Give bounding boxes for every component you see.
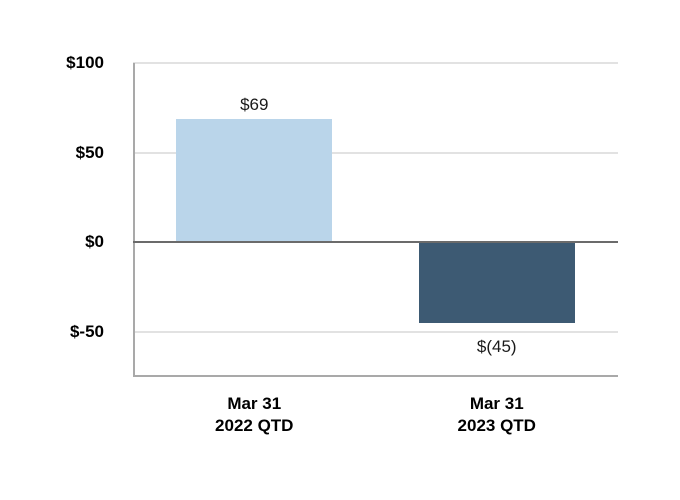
- bar: [176, 118, 333, 243]
- y-tick-label: $50: [75, 142, 104, 162]
- x-category-label: Mar 31 2022 QTD: [169, 393, 339, 437]
- gridline: [133, 62, 618, 64]
- bar: [418, 242, 575, 324]
- gridline: [133, 151, 618, 154]
- x-category-label-line: Mar 31: [227, 394, 282, 413]
- y-axis-line: [133, 63, 135, 377]
- y-tick-label: $-50: [69, 322, 104, 342]
- bar-value-label: $(45): [476, 337, 517, 357]
- x-category-label: Mar 31 2023 QTD: [412, 393, 582, 437]
- plot-area: [133, 62, 618, 377]
- x-axis-line: [133, 375, 618, 377]
- y-tick-label: $0: [85, 232, 104, 252]
- y-tick-label: $100: [66, 53, 104, 72]
- x-category-label-line: Mar 31: [469, 394, 524, 413]
- bar-value-label: $69: [240, 94, 269, 114]
- zero-axis-line: [133, 241, 618, 244]
- x-category-label-line: 2023 QTD: [457, 416, 536, 435]
- gridline: [133, 331, 618, 334]
- x-category-label-line: 2022 QTD: [215, 416, 294, 435]
